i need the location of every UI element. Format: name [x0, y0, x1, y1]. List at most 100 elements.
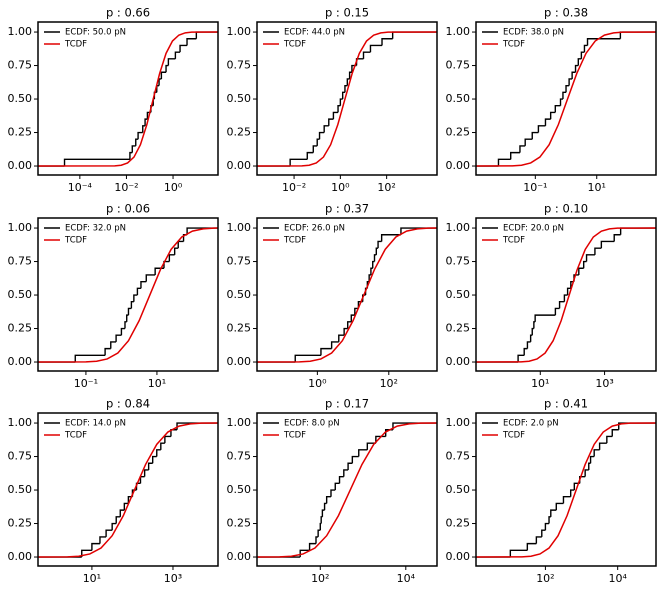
x-tick-label: 10¹ [83, 572, 101, 585]
ecdf-step [606, 435, 613, 444]
ecdf-step [523, 347, 528, 356]
ecdf-step [584, 469, 589, 477]
y-tick-label: 1.00 [446, 25, 471, 38]
ecdf-step [577, 58, 582, 66]
x-tick-label: 10² [311, 572, 329, 585]
y-tick-label: 0.75 [227, 59, 252, 72]
ecdf-step [519, 145, 526, 153]
y-tick-label: 0.50 [446, 483, 471, 496]
ecdf-step [312, 145, 318, 153]
x-tick-label: 10⁻² [282, 181, 306, 194]
ecdf-step [583, 44, 588, 53]
ecdf-step [330, 341, 339, 349]
ecdf-step [585, 254, 595, 262]
x-tick-label: 10⁰ [164, 181, 183, 194]
ecdf-step [554, 307, 560, 316]
ecdf-step [366, 442, 376, 450]
ecdf-step [115, 516, 121, 524]
ecdf-step [99, 536, 107, 544]
ecdf-step [164, 435, 171, 444]
ecdf-step [144, 118, 148, 126]
ecdf-step [566, 287, 571, 296]
ecdf-step [554, 105, 561, 113]
y-tick-label: 0.50 [8, 288, 33, 301]
axes-frame [475, 217, 657, 372]
chart-title: p : 0.37 [325, 202, 369, 216]
ecdf-step [167, 58, 176, 66]
ecdf-step [533, 321, 536, 329]
ecdf-step [370, 267, 373, 275]
y-tick-label: 0.75 [446, 450, 471, 463]
ecdf-step [558, 301, 565, 309]
ecdf-step [343, 327, 348, 336]
ecdf-step [362, 51, 371, 59]
ecdf-step [562, 91, 567, 100]
x-tick-label: 10³ [164, 572, 182, 585]
y-tick-label: 0.25 [227, 126, 252, 139]
ecdf-step [358, 449, 368, 457]
legend-label: ECDF: 32.0 pN [65, 224, 126, 234]
ecdf-step [524, 138, 533, 146]
y-tick-label: 0.25 [227, 322, 252, 335]
ecdf-step [562, 496, 571, 504]
y-tick-label: 0.75 [446, 59, 471, 72]
ecdf-step [574, 64, 579, 73]
tcdf-line [37, 31, 219, 167]
ecdf-step [126, 314, 129, 322]
x-tick-label: 10⁰ [331, 181, 350, 194]
ecdf-step [91, 542, 100, 551]
x-tick-label: 10² [377, 181, 395, 194]
ecdf-step [548, 516, 551, 524]
y-tick-label: 0.25 [446, 517, 471, 530]
x-tick-label: 10⁴ [397, 572, 416, 585]
legend-label: TCDF [64, 236, 87, 246]
ecdf-step [588, 462, 591, 470]
ecdf-step [156, 449, 161, 457]
legend-label: ECDF: 44.0 pN [284, 28, 345, 38]
y-tick-label: 0.50 [227, 288, 252, 301]
ecdf-step [320, 347, 332, 356]
y-tick-label: 1.00 [227, 25, 252, 38]
chart-title: p : 0.38 [544, 6, 588, 20]
legend-label: ECDF: 38.0 pN [503, 28, 564, 38]
ecdf-step [580, 51, 585, 59]
axes-frame [256, 21, 438, 176]
axes-frame [475, 412, 657, 567]
ecdf-step [334, 482, 340, 491]
y-tick-label: 0.50 [8, 483, 33, 496]
ecdf-step [323, 125, 329, 133]
ecdf-step [120, 327, 125, 336]
ecdf-step [373, 254, 377, 262]
ecdf-step [510, 151, 520, 160]
ecdf-step [549, 111, 556, 120]
chart-title: p : 0.06 [106, 202, 150, 216]
ecdf-step [535, 536, 542, 544]
ecdf-step [319, 522, 322, 531]
ecdf-step [145, 274, 156, 282]
ecdf-step [308, 542, 316, 551]
ecdf-step [186, 38, 197, 46]
x-tick-label: 10¹ [588, 181, 606, 194]
ecdf-step [534, 314, 556, 322]
x-tick-label: 10³ [595, 377, 613, 390]
legend-label: TCDF [283, 40, 306, 50]
x-tick-label: 10⁻² [114, 181, 138, 194]
tcdf-line [256, 31, 438, 167]
ecdf-step [368, 274, 371, 282]
ecdf-step [131, 145, 136, 153]
ecdf-step [123, 502, 129, 511]
ecdf-step [135, 138, 139, 146]
chart-title: p : 0.41 [544, 397, 588, 411]
ecdf-step [375, 247, 379, 255]
ecdf-step [565, 84, 570, 93]
ecdf-step [619, 227, 656, 235]
ecdf-step [135, 482, 141, 491]
y-tick-label: 1.00 [446, 221, 471, 234]
legend-label: TCDF [502, 40, 525, 50]
ecdf-step [338, 475, 344, 484]
ecdf-step [318, 131, 325, 140]
tcdf-line [256, 422, 438, 558]
y-tick-label: 1.00 [8, 25, 33, 38]
y-tick-label: 1.00 [446, 416, 471, 429]
